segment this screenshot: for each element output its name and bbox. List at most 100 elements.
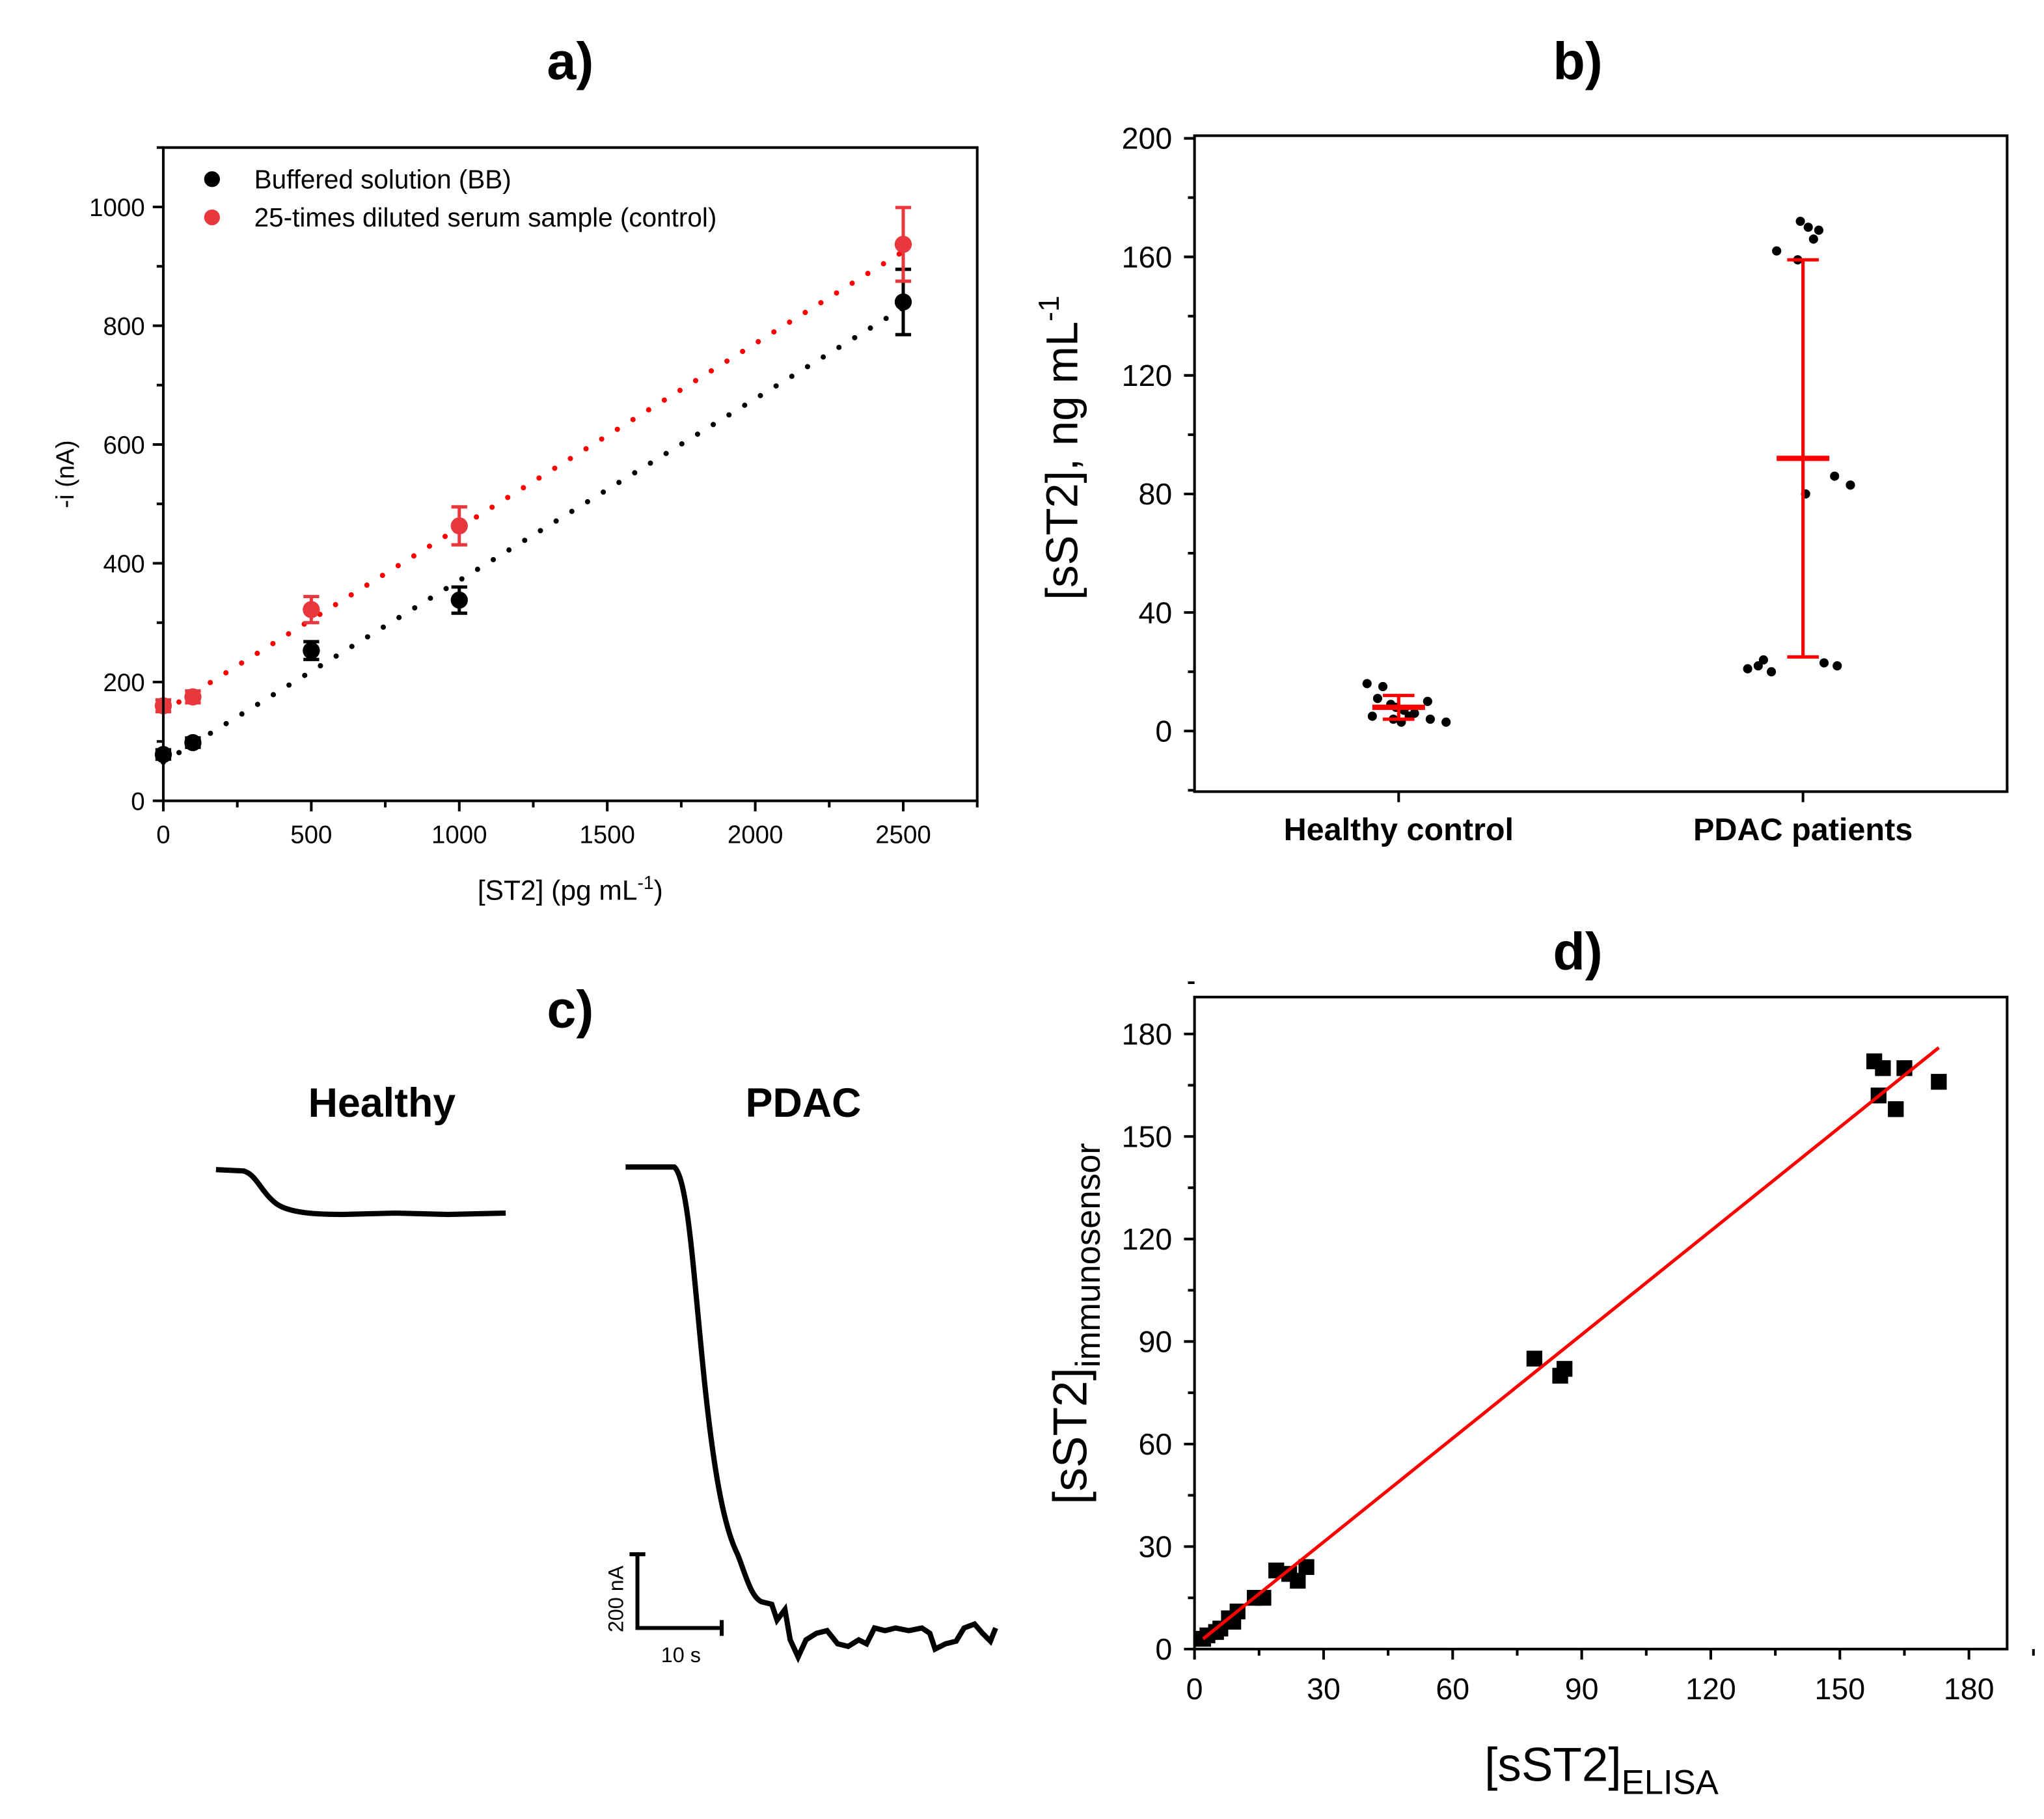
- data-point: [1931, 1074, 1947, 1090]
- data-point: [1888, 1101, 1904, 1117]
- data-point: [1526, 1350, 1543, 1367]
- y-tick-label: 120: [1122, 1222, 1173, 1256]
- x-tick-label: 2500: [875, 821, 931, 849]
- data-point: [1819, 658, 1829, 668]
- panel-a-xlabel: [ST2] (pg mL-1): [478, 873, 663, 906]
- x-tick-label: 180: [1944, 1672, 1995, 1706]
- panel-b-ylabel: [sST2], ng mL-1: [1033, 295, 1087, 600]
- data-point: [1372, 694, 1383, 704]
- fit-line-series-1: [160, 249, 906, 715]
- legend-marker-control: [204, 209, 220, 226]
- x-tick-label: 0: [1186, 1672, 1203, 1706]
- panel-d-frame: [1193, 996, 2009, 1650]
- x-tick-label: 90: [1565, 1672, 1599, 1706]
- x-tick-label: 1000: [431, 821, 487, 849]
- y-tick-label: 0: [1155, 714, 1172, 748]
- panel-d: d) 0 30 60 90 120 150 180 0 30 60 90 120 150 180 [sST…: [1044, 923, 2035, 1802]
- x-tick-label: 0: [156, 821, 170, 849]
- trace-pdac: [625, 1164, 998, 1663]
- x-tick-label: 150: [1814, 1672, 1865, 1706]
- trace-healthy: [215, 1167, 506, 1218]
- data-point: [1814, 225, 1824, 235]
- panel-d-title: d): [1553, 923, 1602, 981]
- panel-b-title: b): [1553, 32, 1602, 90]
- data-point: [1367, 711, 1377, 721]
- data-point-series-0: [303, 642, 320, 659]
- y-tick-label: 150: [1122, 1119, 1173, 1153]
- panel-a-frame: [161, 146, 979, 802]
- data-point: [1803, 223, 1813, 232]
- panel-a-legend: Buffered solution (BB) 25-times diluted …: [204, 164, 717, 232]
- y-tick-label: 0: [131, 788, 144, 816]
- data-point: [1833, 661, 1842, 671]
- scale-bar: 200 nA 10 s: [604, 1552, 724, 1667]
- panel-b-frame: [1193, 134, 2009, 793]
- data-point: [1378, 681, 1388, 692]
- panel-d-ylabel: [sST2]immunosensor: [1044, 1143, 1108, 1505]
- data-point-series-0: [450, 591, 468, 609]
- y-tick-label: 180: [1122, 1017, 1173, 1051]
- legend-label-bb: Buffered solution (BB): [254, 164, 511, 194]
- data-point: [1423, 696, 1432, 706]
- panel-c-title: c): [547, 981, 593, 1039]
- fit-line: [1202, 1046, 1940, 1641]
- data-point-series-1: [303, 601, 320, 618]
- x-category-label: PDAC patients: [1693, 812, 1913, 847]
- data-point: [1743, 664, 1752, 674]
- y-tick-label: 90: [1138, 1325, 1172, 1359]
- data-point: [1441, 717, 1451, 727]
- data-point: [1808, 234, 1818, 244]
- x-tick-label: 500: [290, 821, 332, 849]
- data-point-series-0: [894, 293, 912, 311]
- legend-label-control: 25-times diluted serum sample (control): [254, 202, 717, 232]
- x-category-label: Healthy control: [1284, 812, 1514, 847]
- x-tick-label: 30: [1307, 1672, 1341, 1706]
- data-point: [1362, 679, 1372, 689]
- data-point: [1758, 655, 1769, 665]
- data-point: [1753, 661, 1763, 671]
- legend-marker-bb: [204, 171, 220, 187]
- data-point: [1766, 667, 1777, 677]
- y-tick-label: 160: [1122, 240, 1173, 274]
- panel-c: c) Healthy PDAC 200 nA 10 s: [215, 981, 998, 1667]
- data-point-series-1: [450, 517, 468, 535]
- scale-bar-y-label: 200 nA: [604, 1565, 627, 1632]
- y-tick-label: 200: [103, 669, 144, 697]
- y-tick-label: 200: [1122, 122, 1173, 156]
- fit-line-series-0: [160, 305, 906, 765]
- data-point: [1846, 480, 1855, 490]
- y-tick-label: 600: [103, 431, 144, 459]
- panel-a-ylabel: -i (nA): [51, 440, 79, 508]
- data-point: [1557, 1361, 1573, 1377]
- data-point-series-0: [184, 733, 202, 752]
- data-point-series-1: [894, 236, 912, 253]
- panel-a-title: a): [547, 32, 593, 90]
- y-tick-label: 60: [1138, 1427, 1172, 1461]
- x-tick-label: 60: [1436, 1672, 1469, 1706]
- y-tick-label: 80: [1138, 477, 1172, 511]
- x-tick-label: 120: [1685, 1672, 1736, 1706]
- data-point: [1830, 471, 1840, 481]
- x-tick-label: 2000: [728, 821, 784, 849]
- panel-a: a) 0 500 1000 1500 2000 2500 0 200 400 600 800 1000…: [51, 32, 979, 906]
- trace-label-healthy: Healthy: [308, 1080, 456, 1126]
- panel-d-xlabel: [sST2]ELISA: [1484, 1738, 1719, 1801]
- data-point: [1875, 1060, 1891, 1076]
- panel-b: b) 0 40 80 120 160 200 Healthy control PDAC pat…: [1033, 32, 2009, 847]
- x-tick-label: 1500: [579, 821, 635, 849]
- data-point: [1795, 216, 1805, 226]
- y-tick-label: 400: [103, 551, 144, 579]
- y-tick-label: 0: [1155, 1632, 1172, 1666]
- y-tick-label: 1000: [89, 194, 145, 222]
- y-tick-label: 30: [1138, 1530, 1172, 1564]
- scale-bar-x-label: 10 s: [661, 1643, 701, 1667]
- y-tick-label: 40: [1138, 595, 1172, 629]
- y-tick-label: 800: [103, 313, 144, 341]
- data-point-series-1: [184, 688, 202, 705]
- data-point: [1290, 1572, 1306, 1589]
- trace-label-pdac: PDAC: [746, 1080, 862, 1126]
- data-point: [1425, 714, 1435, 724]
- data-point: [1772, 246, 1782, 256]
- y-tick-label: 120: [1122, 359, 1173, 392]
